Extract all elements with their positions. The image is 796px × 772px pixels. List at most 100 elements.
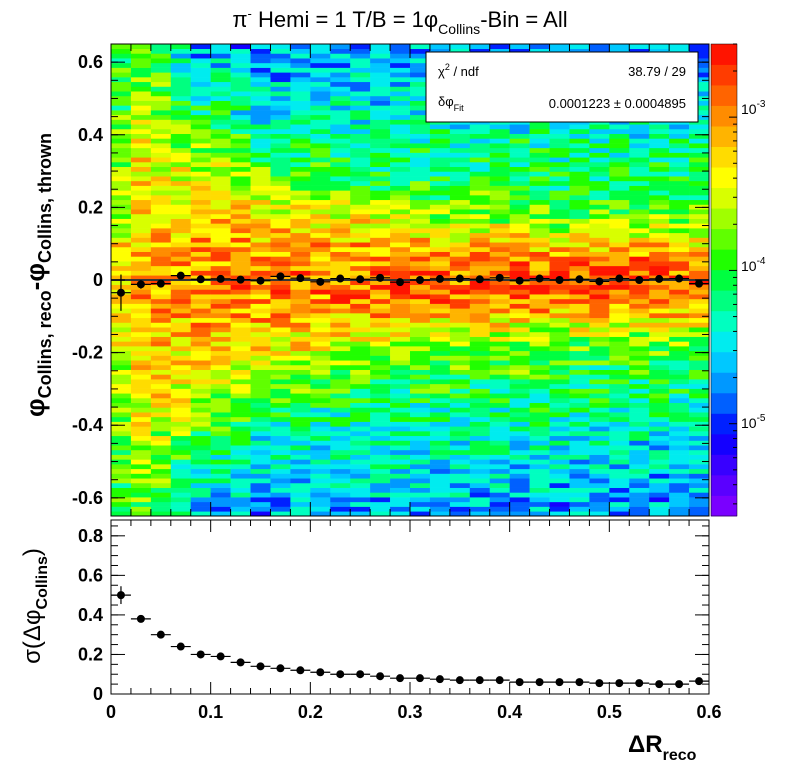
heatmap-cell	[390, 313, 411, 319]
heatmap-cell	[529, 213, 550, 219]
heatmap-cell	[449, 364, 471, 370]
heatmap-cell	[689, 53, 710, 59]
heatmap-cell	[509, 482, 530, 488]
stats-dphi-label: δφFit	[438, 94, 464, 113]
heatmap-cell	[290, 232, 311, 238]
heatmap-cell	[509, 237, 530, 243]
heatmap-cell	[370, 431, 391, 437]
heatmap-cell	[489, 313, 510, 319]
heatmap-cell	[290, 166, 311, 172]
heatmap-cell	[489, 398, 510, 404]
heatmap-cell	[469, 143, 491, 149]
heatmap-cell	[589, 487, 610, 493]
heatmap-cell	[150, 218, 172, 224]
heatmap-cell	[150, 91, 172, 97]
heatmap-cell	[609, 501, 630, 507]
heatmap-cell	[689, 176, 710, 182]
heatmap-cell	[529, 298, 550, 304]
heatmap-cell	[609, 228, 630, 234]
heatmap-cell	[649, 246, 670, 252]
heatmap-cell	[569, 435, 590, 441]
heatmap-cell	[111, 435, 132, 441]
heatmap-cell	[250, 176, 271, 182]
heatmap-cell	[569, 180, 590, 186]
heatmap-cell	[350, 53, 371, 59]
profile-point	[276, 272, 285, 281]
heatmap-cell	[290, 464, 311, 470]
heatmap-cell	[390, 294, 411, 300]
heatmap-cell	[250, 237, 271, 243]
heatmap-cell	[429, 350, 451, 356]
heatmap-cell	[350, 350, 371, 356]
profile-point	[515, 276, 524, 285]
heatmap-cell	[250, 72, 271, 78]
heatmap-cell	[649, 506, 670, 512]
heatmap-cell	[489, 147, 510, 153]
heatmap-cell	[290, 190, 311, 196]
heatmap-cell	[210, 393, 231, 399]
heatmap-cell	[589, 176, 610, 182]
heatmap-cell	[390, 473, 411, 479]
heatmap-cell	[629, 237, 650, 243]
heatmap-cell	[330, 100, 351, 106]
heatmap-cell	[429, 261, 451, 267]
heatmap-cell	[549, 265, 570, 271]
heatmap-cell	[609, 435, 630, 441]
heatmap-cell	[230, 246, 251, 252]
heatmap-cell	[449, 511, 471, 517]
heatmap-cell	[330, 402, 351, 408]
heatmap-cell	[629, 157, 650, 163]
heatmap-cell	[390, 67, 411, 73]
heatmap-cell	[669, 393, 690, 399]
heatmap-cell	[310, 478, 331, 484]
resolution-point	[236, 658, 245, 667]
heatmap-cell	[569, 157, 590, 163]
heatmap-cell	[350, 303, 371, 309]
heatmap-cell	[410, 171, 431, 177]
heatmap-cell	[629, 449, 650, 455]
heatmap-cell	[230, 162, 251, 168]
heatmap-cell	[609, 331, 630, 337]
heatmap-cell	[170, 105, 192, 111]
heatmap-cell	[190, 341, 211, 347]
heatmap-cell	[350, 223, 371, 229]
heatmap-cell	[569, 228, 590, 234]
heatmap-cell	[669, 445, 690, 451]
heatmap-cell	[130, 72, 152, 78]
heatmap-cell	[429, 431, 451, 437]
heatmap-cell	[649, 124, 670, 130]
heatmap-cell	[609, 48, 630, 54]
heatmap-cell	[529, 355, 550, 361]
heatmap-cell	[190, 383, 211, 389]
heatmap-cell	[649, 223, 670, 229]
heatmap-cell	[370, 331, 391, 337]
heatmap-cell	[589, 346, 610, 352]
heatmap-cell	[609, 298, 630, 304]
heatmap-cell	[230, 322, 251, 328]
heatmap-cell	[410, 44, 431, 50]
heatmap-cell	[230, 511, 251, 517]
heatmap-cell	[170, 77, 192, 83]
heatmap-cell	[230, 421, 251, 427]
heatmap-cell	[669, 251, 690, 257]
heatmap-cell	[130, 435, 152, 441]
heatmap-cell	[489, 350, 510, 356]
heatmap-cell	[290, 355, 311, 361]
heatmap-cell	[669, 143, 690, 149]
heatmap-cell	[410, 511, 431, 517]
heatmap-cell	[111, 81, 132, 87]
heatmap-cell	[350, 105, 371, 111]
heatmap-cell	[190, 86, 211, 92]
heatmap-cell	[529, 374, 550, 380]
heatmap-cell	[629, 289, 650, 295]
heatmap-cell	[390, 237, 411, 243]
heatmap-cell	[350, 445, 371, 451]
heatmap-cell	[250, 294, 271, 300]
heatmap-cell	[410, 360, 431, 366]
heatmap-cell	[449, 195, 471, 201]
heatmap-cell	[569, 402, 590, 408]
heatmap-cell	[609, 374, 630, 380]
heatmap-cell	[170, 369, 192, 375]
heatmap-cell	[150, 454, 172, 460]
heatmap-cell	[689, 346, 710, 352]
